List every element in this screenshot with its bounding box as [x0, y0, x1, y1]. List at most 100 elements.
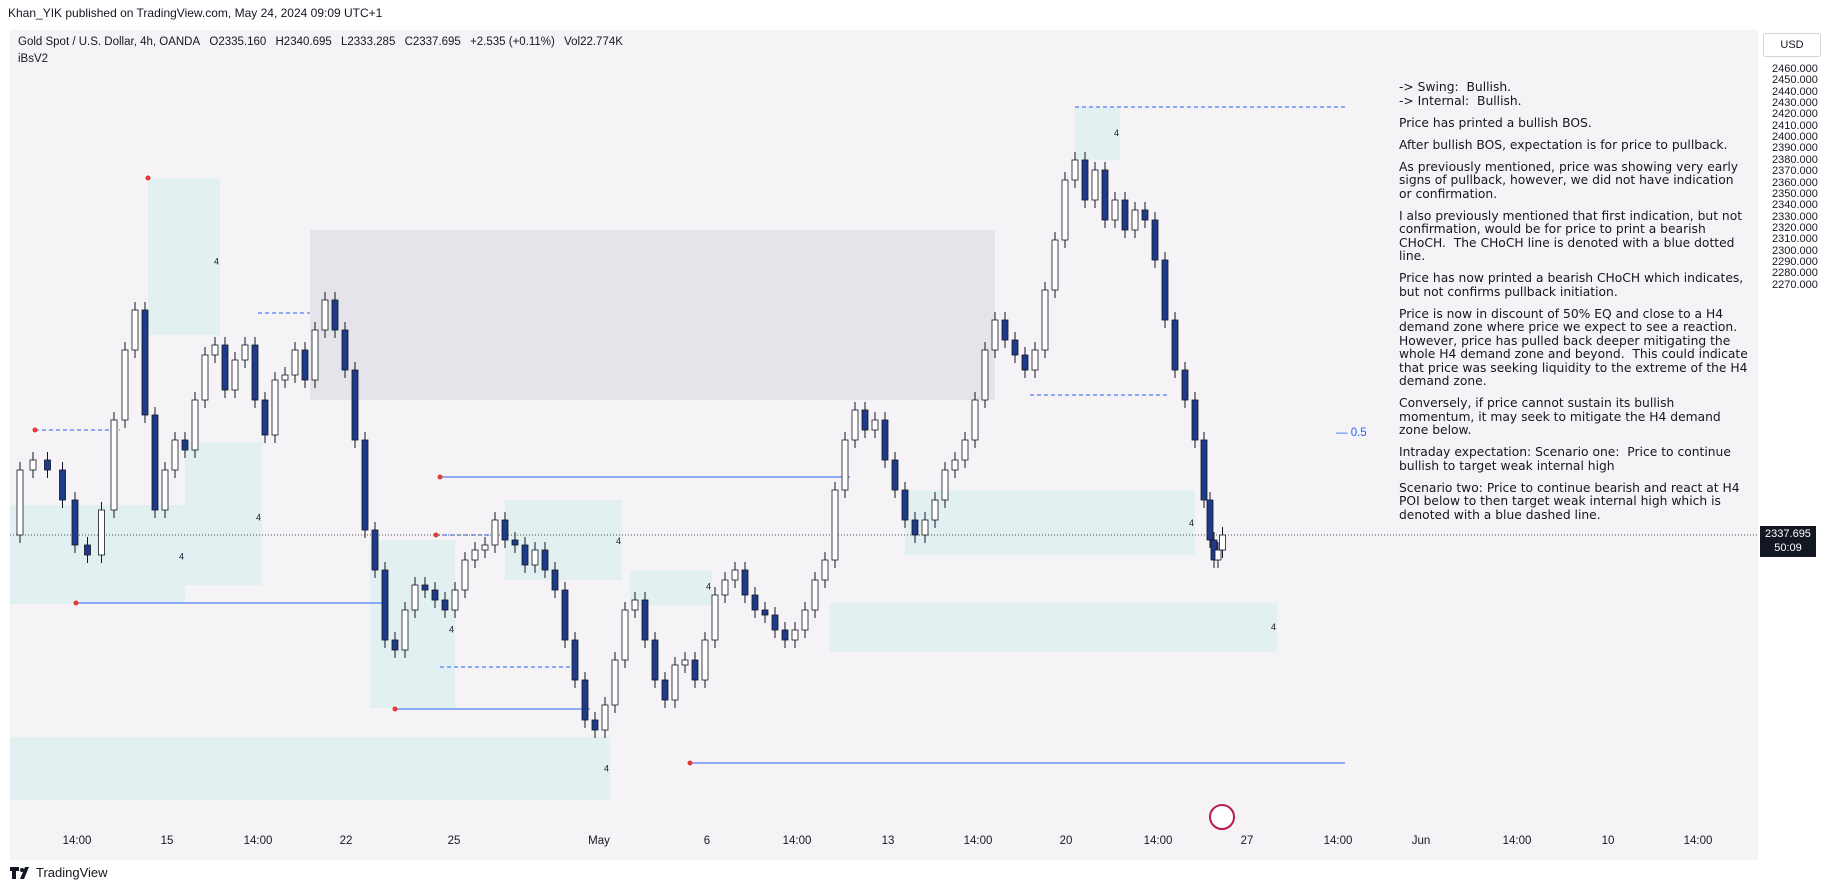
- time-tick: 27: [1240, 835, 1254, 847]
- time-tick: 14:00: [782, 835, 812, 847]
- candle-body: [411, 584, 419, 611]
- indicator-label[interactable]: iBsV2: [18, 53, 49, 65]
- candle-body: [1219, 534, 1226, 551]
- candle-body: [1101, 169, 1109, 221]
- zone-timeframe-label: 4: [1189, 518, 1194, 528]
- candle-body: [1051, 239, 1059, 291]
- zone-timeframe-label: 4: [706, 581, 711, 591]
- candle-body: [591, 719, 599, 731]
- candle-body: [581, 679, 589, 721]
- equilibrium-label: — 0.5: [1336, 427, 1367, 439]
- analysis-paragraph: -> Swing: Bullish. -> Internal: Bullish.: [1399, 80, 1522, 108]
- candle-body: [431, 589, 439, 601]
- analysis-paragraph: Intraday expectation: Scenario one: Pric…: [1399, 445, 1735, 473]
- price-tick: 2420.000: [1772, 108, 1818, 121]
- candle-body: [441, 599, 449, 611]
- candle-body: [1011, 339, 1019, 356]
- time-tick: 20: [1059, 835, 1073, 847]
- candle-body: [511, 539, 519, 546]
- zone-timeframe-label: 4: [179, 551, 184, 561]
- candle-body: [84, 544, 91, 556]
- candle-body: [98, 509, 105, 556]
- time-tick: 14:00: [1323, 835, 1353, 847]
- candle-body: [981, 349, 989, 401]
- candle-body: [71, 499, 79, 546]
- candle-body: [851, 409, 859, 441]
- candle-body: [1181, 369, 1189, 401]
- zone-timeframe-label: 4: [214, 256, 219, 266]
- candle-body: [901, 489, 909, 521]
- price-tick: 2390.000: [1772, 142, 1818, 155]
- candle-body: [1151, 219, 1159, 261]
- price-tick: 2330.000: [1772, 210, 1818, 223]
- candle-body: [291, 349, 299, 376]
- candle-body: [281, 374, 289, 381]
- time-tick: May: [588, 835, 610, 847]
- equilibrium-value: 0.5: [1350, 427, 1367, 439]
- demand-zone: [505, 500, 622, 580]
- zones-layer: 4 4 4 4 4 4 4 4 4 4: [10, 107, 1277, 800]
- price-tick: 2280.000: [1772, 267, 1818, 280]
- price-tick: 2310.000: [1772, 233, 1818, 246]
- time-tick: 22: [339, 835, 353, 847]
- time-tick: 10: [1601, 835, 1615, 847]
- last-price-value: 2337.695: [1765, 528, 1811, 540]
- pivot-dot: [687, 760, 693, 766]
- analysis-paragraph: As previously mentioned, price was showi…: [1399, 159, 1742, 201]
- price-tick: 2410.000: [1772, 119, 1818, 132]
- candle-body: [351, 369, 359, 441]
- candle-body: [16, 469, 24, 536]
- candle-body: [871, 419, 879, 431]
- candle-body: [1061, 179, 1069, 241]
- candle-body: [1206, 499, 1214, 541]
- candle-body: [401, 609, 409, 651]
- candle-body: [781, 629, 789, 641]
- candle-body: [541, 549, 549, 571]
- price-tick: 2300.000: [1772, 244, 1818, 257]
- zone-timeframe-label: 4: [1114, 128, 1119, 138]
- candle-body: [961, 439, 969, 461]
- candle-body: [1001, 319, 1009, 341]
- candle-body: [491, 519, 499, 546]
- tradingview-logo[interactable]: TradingView: [10, 865, 108, 880]
- candle-body: [1171, 319, 1179, 371]
- analysis-paragraph: After bullish BOS, expectation is for pr…: [1399, 137, 1728, 152]
- analysis-paragraph: Price has printed a bullish BOS.: [1399, 115, 1592, 130]
- pivot-dot: [392, 706, 398, 712]
- candle-body: [181, 439, 189, 451]
- time-tick: 6: [703, 835, 711, 847]
- candle-body: [1071, 159, 1079, 181]
- candle-body: [231, 359, 239, 391]
- price-tick: 2290.000: [1772, 255, 1818, 268]
- us-flag-event-icon[interactable]: [1209, 804, 1235, 830]
- candle-body: [221, 344, 229, 391]
- candle-body: [501, 519, 509, 541]
- price-tick: 2360.000: [1772, 176, 1818, 189]
- candle-body: [191, 399, 199, 451]
- candle-body: [721, 579, 729, 596]
- time-tick: 14:00: [1683, 835, 1713, 847]
- time-tick: 14:00: [62, 835, 92, 847]
- analysis-paragraph: Scenario two: Price to continue bearish …: [1399, 480, 1744, 522]
- candle-body: [1021, 354, 1029, 371]
- symbol-name[interactable]: Gold Spot / U.S. Dollar, 4h, OANDA: [18, 36, 201, 48]
- candle-body: [381, 569, 389, 641]
- candle-body: [531, 549, 539, 566]
- analysis-paragraph: I also previously mentioned that first i…: [1399, 208, 1746, 263]
- volume: Vol22.774K: [564, 36, 623, 48]
- time-tick: 15: [160, 835, 174, 847]
- candle-body: [251, 344, 259, 401]
- candle-body: [931, 499, 939, 521]
- candle-body: [841, 439, 849, 491]
- currency-button[interactable]: USD: [1763, 33, 1821, 57]
- candle-body: [751, 594, 759, 611]
- pivot-dot: [32, 427, 38, 433]
- symbol-info: Gold Spot / U.S. Dollar, 4h, OANDA O2335…: [18, 36, 629, 48]
- candle-body: [1214, 549, 1222, 561]
- candle-body: [241, 344, 249, 361]
- demand-zone: [630, 570, 712, 605]
- candle-body: [391, 639, 399, 651]
- candle-body: [141, 309, 149, 416]
- candle-body: [311, 329, 319, 381]
